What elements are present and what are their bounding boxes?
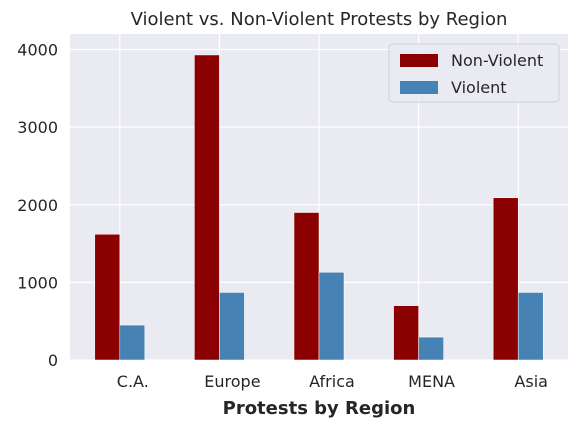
bar-violent-asia [517, 292, 544, 361]
x-tick-label: MENA [408, 372, 455, 391]
x-tick-label: Europe [204, 372, 260, 391]
y-tick-label: 4000 [17, 41, 58, 60]
x-tick-label: Asia [514, 372, 548, 391]
x-tick-label: Africa [309, 372, 355, 391]
legend-swatch [400, 81, 438, 94]
bar-violent-mena [418, 336, 444, 361]
bar-violent-c-a- [119, 324, 146, 361]
bar-non-violent-c-a- [94, 234, 121, 361]
legend-label: Violent [451, 78, 507, 97]
legend: Non-Violent Violent [388, 43, 560, 103]
bars [94, 54, 544, 361]
y-axis-ticks: 0 1000 2000 3000 4000 [17, 41, 58, 370]
legend-swatch [400, 54, 438, 67]
y-tick-label: 2000 [17, 196, 58, 215]
bar-non-violent-asia [492, 197, 519, 361]
chart-title: Violent vs. Non-Violent Protests by Regi… [131, 9, 508, 30]
y-tick-label: 1000 [17, 273, 58, 292]
x-tick-label: C.A. [117, 372, 149, 391]
y-tick-label: 0 [48, 351, 58, 370]
x-axis-ticks: C.A. Europe Africa MENA Asia [117, 372, 548, 391]
legend-label: Non-Violent [451, 51, 543, 70]
bar-violent-europe [219, 292, 245, 361]
bar-non-violent-europe [194, 54, 220, 361]
y-tick-label: 3000 [17, 118, 58, 137]
bar-non-violent-mena [393, 305, 419, 361]
bar-non-violent-africa [293, 212, 320, 361]
x-axis-label: Protests by Region [223, 398, 416, 419]
bar-violent-africa [318, 272, 345, 361]
